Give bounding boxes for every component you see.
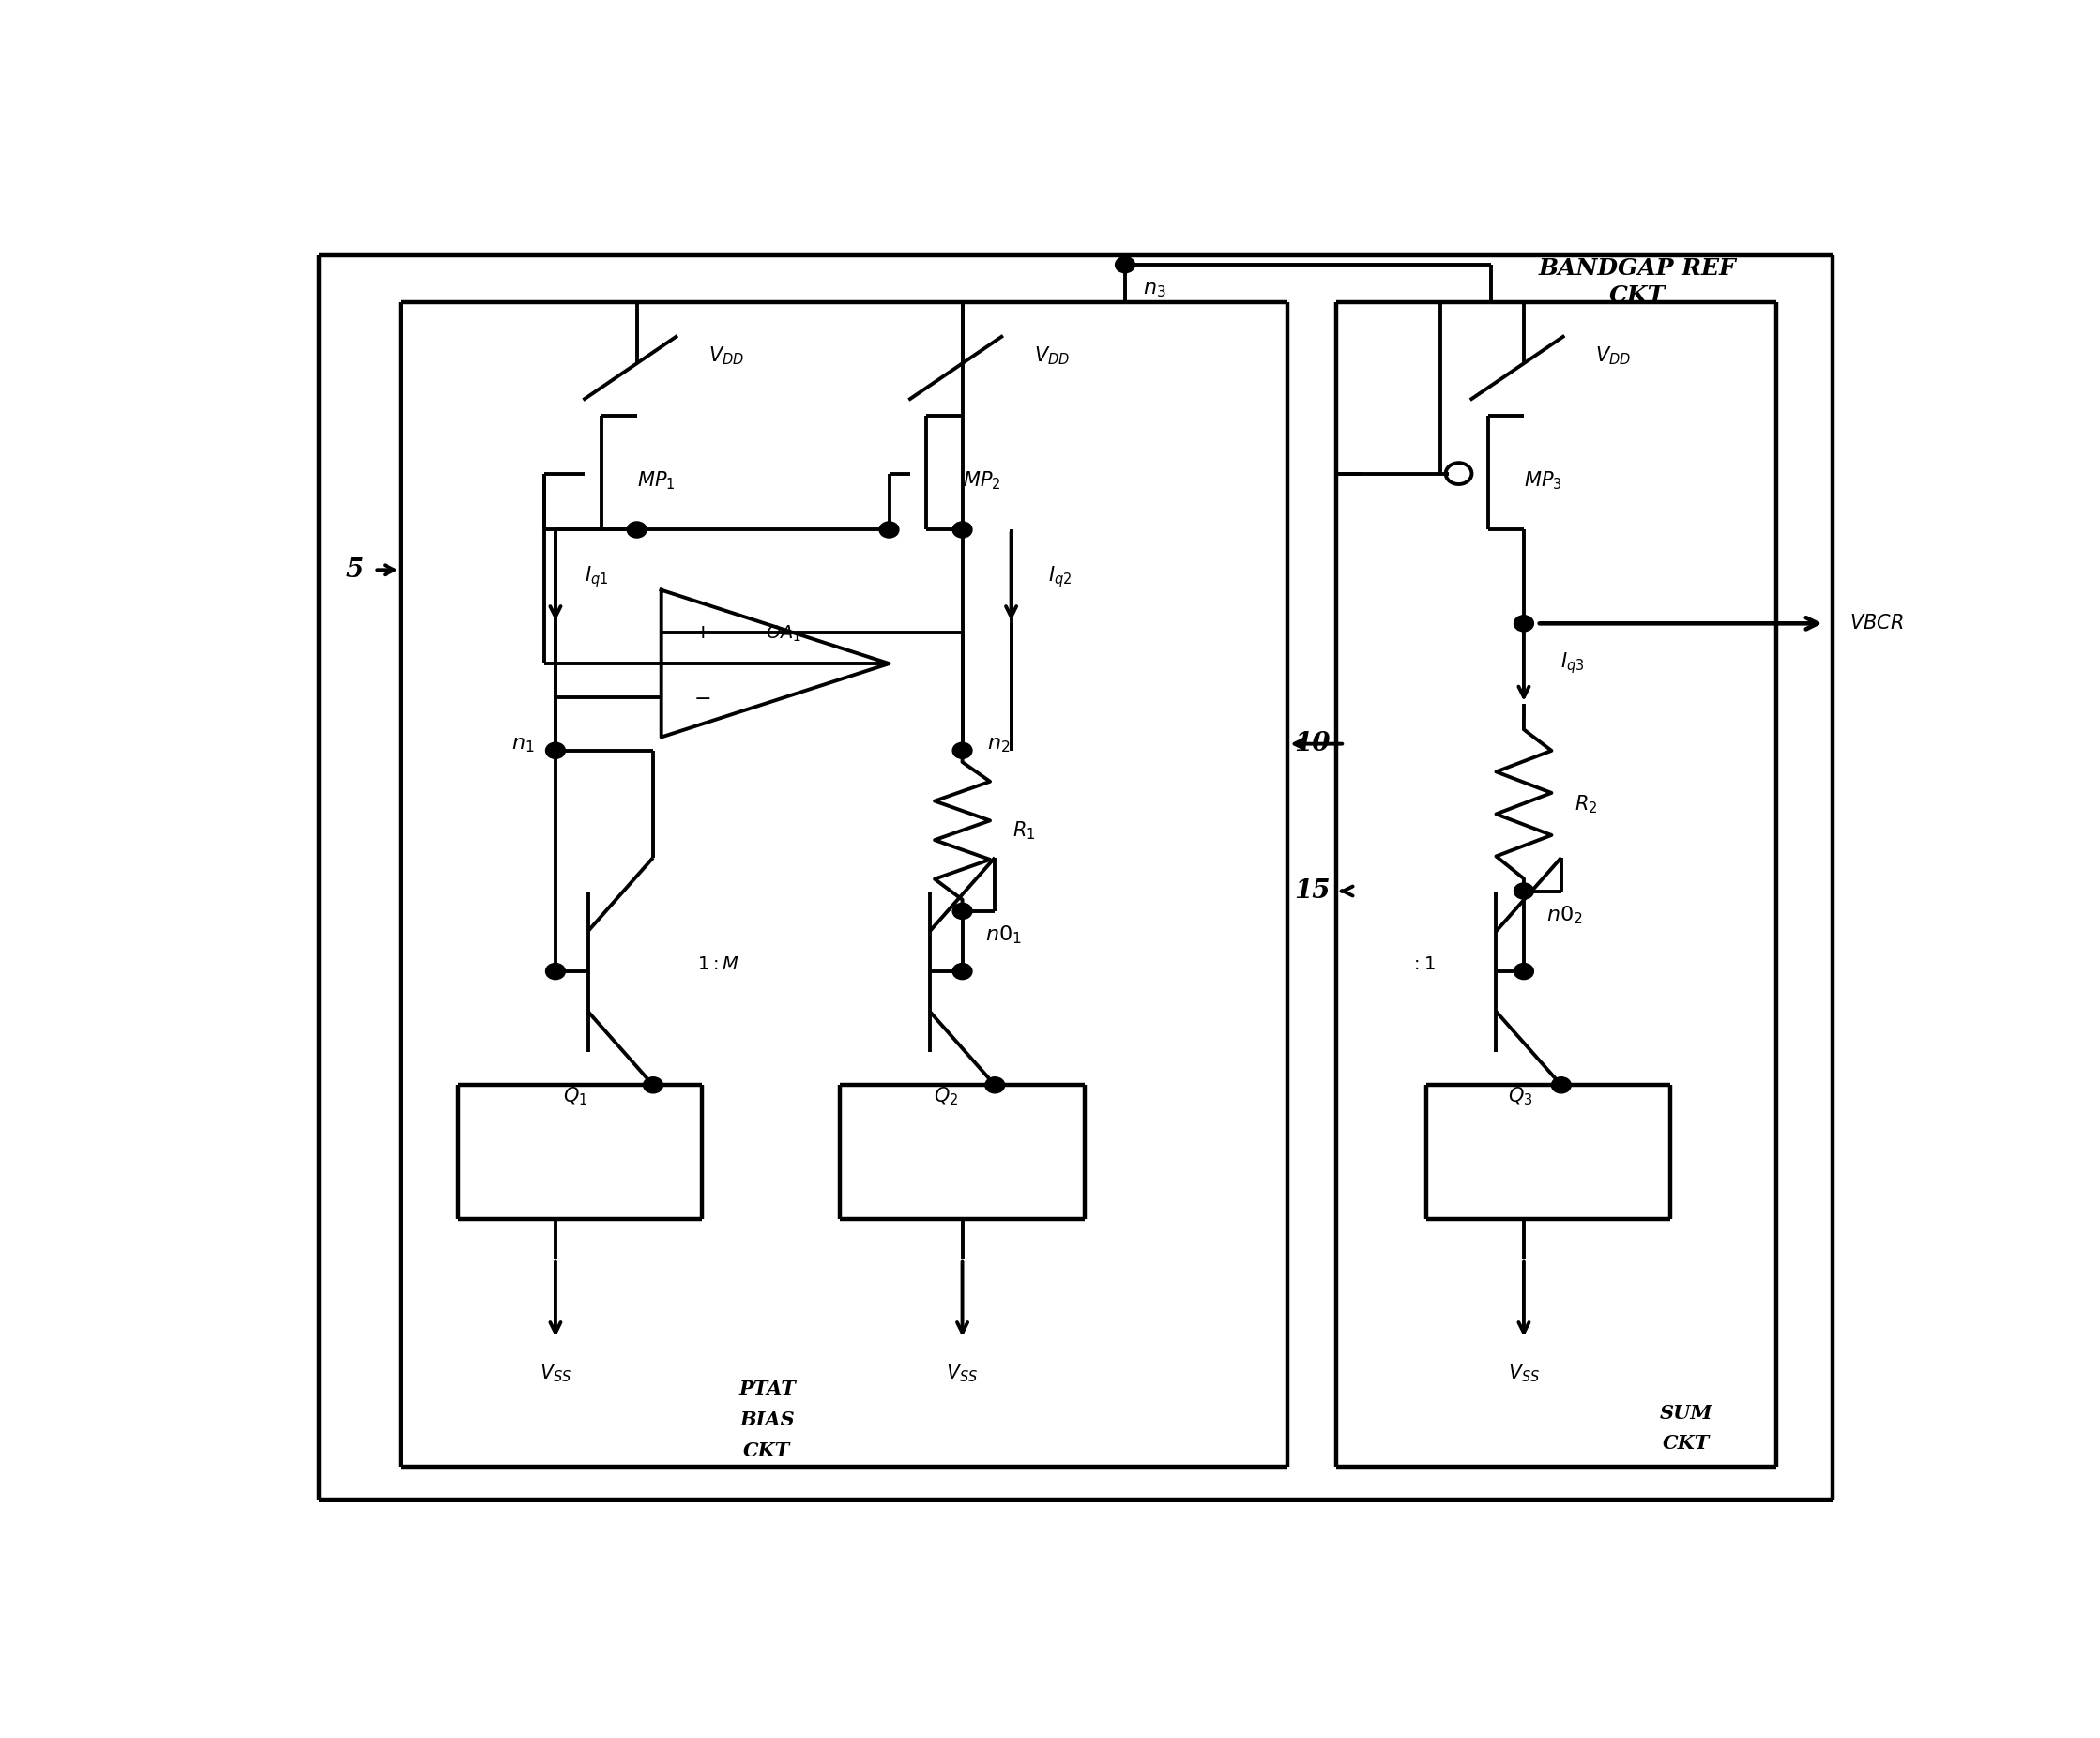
Text: BIAS: BIAS — [739, 1410, 794, 1429]
Text: $Q_3$: $Q_3$ — [1508, 1085, 1533, 1107]
Text: $V_{SS}$: $V_{SS}$ — [1508, 1363, 1539, 1383]
Text: CKT: CKT — [743, 1441, 790, 1460]
Text: SUM: SUM — [1661, 1404, 1714, 1422]
Circle shape — [953, 904, 972, 919]
Circle shape — [546, 963, 565, 980]
Text: $n_3$: $n_3$ — [1142, 278, 1165, 299]
Text: $n0_1$: $n0_1$ — [985, 925, 1021, 945]
Text: $I_{q1}$: $I_{q1}$ — [584, 565, 609, 589]
Circle shape — [985, 1078, 1004, 1093]
Text: $Q_2$: $Q_2$ — [934, 1085, 958, 1107]
Text: $R_1$: $R_1$ — [1012, 820, 1035, 841]
Text: $+$: $+$ — [693, 622, 710, 643]
Text: CKT: CKT — [1663, 1434, 1709, 1453]
Text: CKT: CKT — [1609, 285, 1665, 308]
Text: $V_{SS}$: $V_{SS}$ — [947, 1363, 979, 1383]
Text: $V_{DD}$: $V_{DD}$ — [708, 344, 743, 367]
Circle shape — [1552, 1078, 1571, 1093]
Text: $MP_1$: $MP_1$ — [638, 469, 676, 492]
Text: $:1$: $:1$ — [1411, 956, 1436, 973]
Circle shape — [880, 521, 899, 537]
Text: 15: 15 — [1294, 878, 1329, 904]
Text: $MP_2$: $MP_2$ — [964, 469, 1002, 492]
Text: $n_2$: $n_2$ — [987, 733, 1010, 754]
Circle shape — [1514, 883, 1533, 899]
Text: $V_{DD}$: $V_{DD}$ — [1596, 344, 1632, 367]
Text: $OA_1$: $OA_1$ — [764, 624, 802, 645]
Circle shape — [628, 521, 647, 537]
Circle shape — [546, 742, 565, 758]
Circle shape — [643, 1078, 664, 1093]
Text: $VBCR$: $VBCR$ — [1850, 614, 1903, 633]
Text: $V_{SS}$: $V_{SS}$ — [540, 1363, 571, 1383]
Text: $Q_1$: $Q_1$ — [563, 1085, 588, 1107]
Circle shape — [1514, 963, 1533, 980]
Circle shape — [953, 742, 972, 758]
Text: $-$: $-$ — [693, 687, 710, 707]
Text: 5: 5 — [346, 558, 363, 582]
Circle shape — [1514, 615, 1533, 631]
Text: $R_2$: $R_2$ — [1575, 793, 1598, 815]
Text: $I_{q2}$: $I_{q2}$ — [1048, 565, 1071, 589]
Text: $V_{DD}$: $V_{DD}$ — [1033, 344, 1069, 367]
Text: $MP_3$: $MP_3$ — [1525, 469, 1562, 492]
Circle shape — [953, 963, 972, 980]
Text: $1:M$: $1:M$ — [697, 956, 739, 973]
Text: 10: 10 — [1294, 732, 1329, 756]
Text: PTAT: PTAT — [739, 1380, 796, 1399]
Circle shape — [953, 521, 972, 537]
Text: BANDGAP REF: BANDGAP REF — [1539, 257, 1737, 280]
Circle shape — [1115, 257, 1134, 273]
Text: $n_1$: $n_1$ — [512, 733, 533, 754]
Text: $I_{q3}$: $I_{q3}$ — [1560, 652, 1586, 676]
Text: $n0_2$: $n0_2$ — [1546, 904, 1583, 926]
